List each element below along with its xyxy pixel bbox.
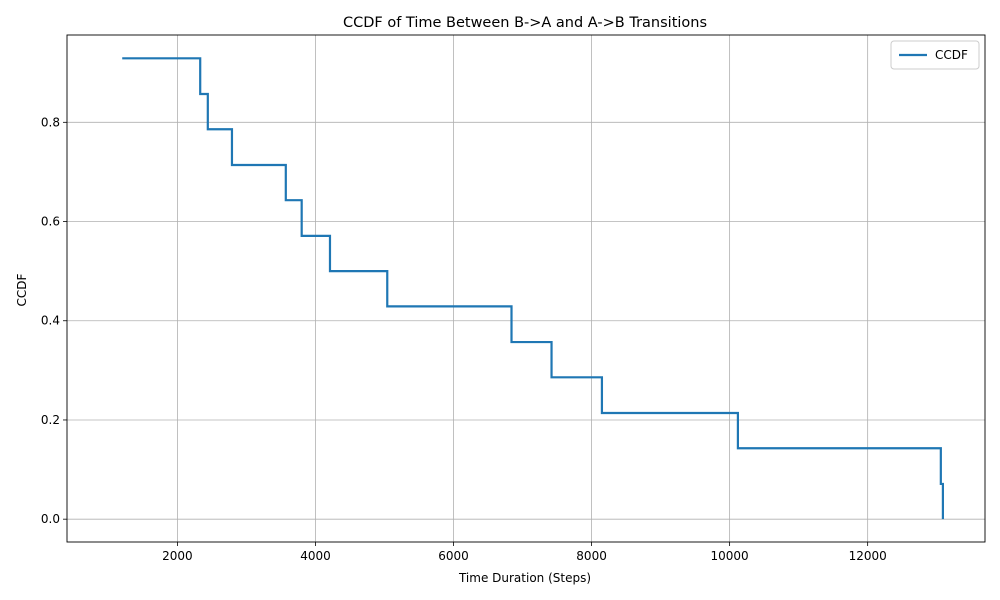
x-tick-label: 8000 xyxy=(576,549,607,563)
x-tick-label: 12000 xyxy=(849,549,887,563)
y-tick-label: 0.6 xyxy=(41,215,60,229)
x-tick-label: 2000 xyxy=(162,549,193,563)
y-axis: 0.0 0.2 0.4 0.6 0.8 xyxy=(41,115,67,526)
y-axis-label: CCDF xyxy=(15,273,29,306)
x-tick-label: 4000 xyxy=(300,549,331,563)
legend-box xyxy=(890,40,980,70)
y-tick-label: 0.2 xyxy=(41,413,60,427)
legend-label: CCDF xyxy=(935,48,968,62)
series-line-ccdf xyxy=(122,57,944,520)
x-tick-label: 10000 xyxy=(711,549,749,563)
x-axis: 2000 4000 6000 8000 10000 12000 xyxy=(162,542,887,563)
x-axis-label: Time Duration (Steps) xyxy=(458,571,591,585)
chart-title: CCDF of Time Between B->A and A->B Trans… xyxy=(343,15,707,31)
y-tick-label: 0.0 xyxy=(41,512,60,526)
plot-area xyxy=(122,57,944,520)
y-tick-label: 0.4 xyxy=(41,314,60,328)
plot-frame xyxy=(66,34,986,543)
y-tick-label: 0.8 xyxy=(41,115,60,129)
grid xyxy=(67,35,985,542)
x-tick-label: 6000 xyxy=(438,549,469,563)
legend: CCDF xyxy=(890,40,980,70)
